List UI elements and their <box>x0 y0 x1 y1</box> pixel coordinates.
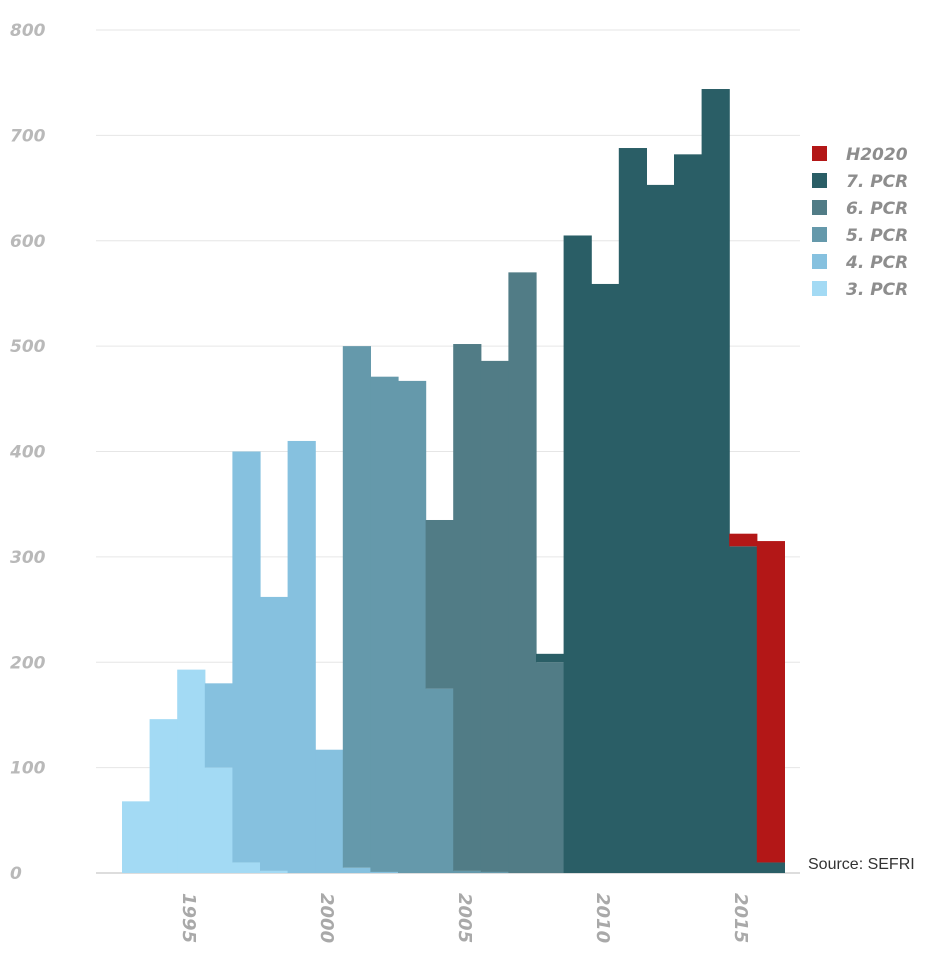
bar-segment <box>315 749 344 873</box>
bar-segment <box>563 235 592 873</box>
bar-segment <box>480 360 509 872</box>
bar-segment <box>674 154 703 873</box>
bar-segment <box>342 346 371 868</box>
bar-segment <box>398 380 427 873</box>
bar-segment <box>756 541 785 863</box>
bar-segment <box>536 653 565 663</box>
bar-segment <box>232 862 261 873</box>
bar-segment <box>701 89 730 873</box>
bar-segment <box>425 688 454 873</box>
bar-segment <box>729 533 758 547</box>
bar-segment <box>122 801 151 873</box>
y-tick-label: 400 <box>9 443 46 463</box>
legend-label: 5. PCR <box>846 226 908 246</box>
bar-segment <box>591 283 620 873</box>
bars <box>122 89 785 873</box>
bar-segment <box>508 272 537 873</box>
bar-segment <box>425 519 454 689</box>
legend-label: 7. PCR <box>846 172 908 192</box>
y-tick-label: 300 <box>10 548 46 568</box>
legend-label: 6. PCR <box>846 199 908 219</box>
bar-segment <box>756 862 785 873</box>
bar-segment <box>536 662 565 873</box>
bar-segment <box>370 871 399 873</box>
y-tick-label: 500 <box>10 337 46 357</box>
bar-segment <box>232 451 261 863</box>
legend-swatch <box>812 254 827 269</box>
x-tick-label: 1995 <box>178 893 199 943</box>
bar-segment <box>370 376 399 872</box>
x-tick-label: 2000 <box>316 893 337 943</box>
bar-segment <box>480 871 509 873</box>
bar-segment <box>204 767 233 873</box>
legend-swatch <box>812 173 827 188</box>
y-axis: 0 100 200 300 400 500 600 700 800 <box>9 21 46 884</box>
y-tick-label: 700 <box>10 126 46 146</box>
y-tick-label: 200 <box>10 653 46 673</box>
legend: H2020 7. PCR 6. PCR 5. PCR 4. PCR 3. PCR <box>812 145 908 300</box>
bar-segment <box>287 440 316 873</box>
y-tick-label: 0 <box>10 864 22 884</box>
legend-swatch <box>812 227 827 242</box>
bar-segment <box>646 184 675 873</box>
x-tick-label: 2015 <box>730 893 751 943</box>
legend-label: 3. PCR <box>846 280 908 300</box>
legend-swatch <box>812 146 827 161</box>
y-tick-label: 100 <box>10 759 46 779</box>
y-tick-label: 600 <box>10 232 46 252</box>
x-tick-label: 2010 <box>592 893 613 943</box>
source-note: Source: SEFRI <box>808 856 915 873</box>
bar-segment <box>453 870 482 873</box>
legend-label: 4. PCR <box>845 253 908 273</box>
bar-segment <box>177 669 206 873</box>
bar-segment <box>729 546 758 873</box>
legend-swatch <box>812 281 827 296</box>
legend-swatch <box>812 200 827 215</box>
bar-segment <box>149 719 178 873</box>
x-axis: 1995 2000 2005 2010 2015 <box>178 893 751 943</box>
bar-segment <box>453 344 482 871</box>
y-tick-label: 800 <box>10 21 46 41</box>
bar-segment <box>260 870 289 873</box>
x-tick-label: 2005 <box>454 893 475 943</box>
bar-segment <box>204 683 233 768</box>
bar-segment <box>342 867 371 873</box>
bar-segment <box>260 596 289 871</box>
bar-segment <box>618 148 647 873</box>
legend-label: H2020 <box>846 145 908 165</box>
